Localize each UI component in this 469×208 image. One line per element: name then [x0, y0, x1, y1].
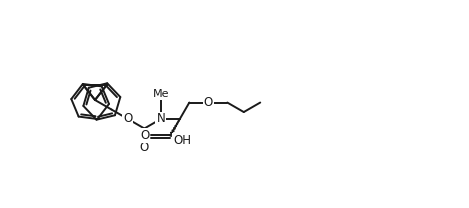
- Text: O: O: [123, 113, 133, 125]
- Text: N: N: [157, 113, 165, 125]
- Text: Me: Me: [152, 89, 169, 99]
- Text: OH: OH: [173, 134, 191, 147]
- Text: O: O: [140, 129, 149, 142]
- Text: O: O: [204, 96, 213, 109]
- Text: O: O: [140, 141, 149, 154]
